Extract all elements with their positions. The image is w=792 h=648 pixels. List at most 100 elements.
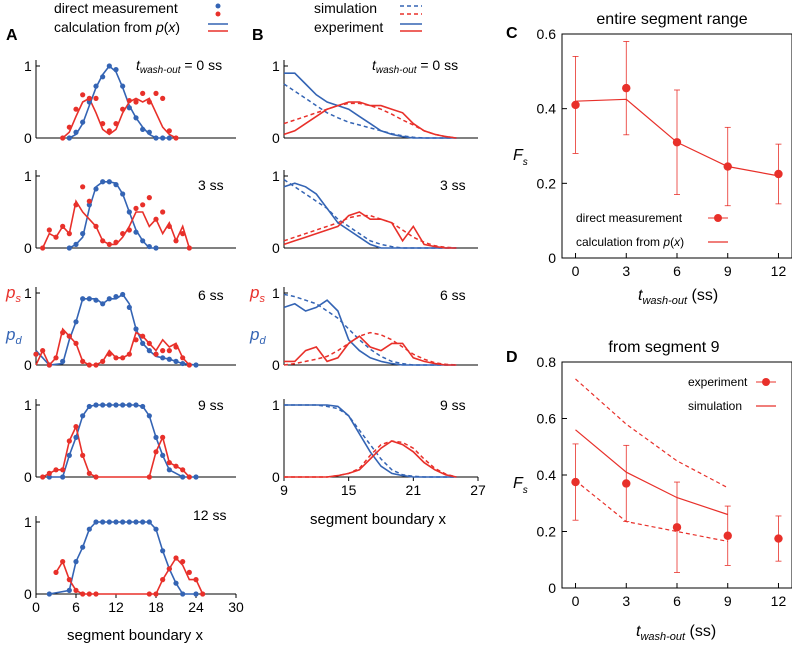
ps-direct-point bbox=[53, 355, 59, 361]
pd-direct-point bbox=[113, 294, 119, 300]
ps-direct-point bbox=[100, 238, 106, 244]
pd-direct-point bbox=[193, 474, 199, 480]
panel-b-xaxis-label: segment boundary x bbox=[310, 511, 446, 528]
panel-a-ytick-label-1: 1 bbox=[24, 58, 32, 74]
panel-b-row4-time: 9 ss bbox=[440, 397, 466, 413]
panel-a-ytick-label-1: 1 bbox=[24, 168, 32, 184]
ps-direct-point bbox=[80, 591, 86, 597]
label-ps-b: ps bbox=[249, 283, 265, 305]
panel-d-ytick-label: 0.6 bbox=[537, 411, 557, 427]
ps-direct-point bbox=[73, 106, 79, 112]
ps-direct-point bbox=[126, 97, 132, 104]
panel-a-xtick-label: 24 bbox=[188, 599, 204, 615]
pd-direct-point bbox=[146, 413, 152, 419]
ps-direct-point bbox=[33, 351, 39, 357]
ps-direct-point bbox=[153, 216, 159, 222]
pd-direct-point bbox=[153, 135, 159, 141]
ps-direct-point bbox=[200, 591, 206, 597]
ps-direct-point bbox=[93, 591, 99, 597]
panel-b-row-9: 1 09 15 21 27 bbox=[272, 397, 486, 498]
ps-direct-point bbox=[60, 223, 66, 229]
panel-c-legend: direct measurement calculation from p(x) bbox=[576, 211, 728, 249]
pd-direct-point bbox=[180, 591, 186, 597]
pd-direct-point bbox=[146, 243, 152, 250]
ps-direct-point bbox=[180, 467, 186, 473]
pd-direct-point bbox=[133, 326, 139, 332]
panel-a-ytick-label-0: 0 bbox=[24, 357, 32, 373]
ps-calc-line bbox=[55, 556, 204, 595]
pd-direct-point bbox=[46, 474, 52, 480]
ps-direct-point bbox=[66, 124, 72, 130]
pd-direct-point bbox=[60, 358, 66, 364]
legend-b-experiment-label: experiment bbox=[314, 19, 383, 35]
pd-direct-point bbox=[86, 99, 92, 105]
pd-direct-point bbox=[93, 186, 99, 192]
pd-direct-point bbox=[126, 105, 132, 111]
pd-direct-point bbox=[80, 119, 86, 125]
pd-direct-point bbox=[100, 402, 106, 408]
panel-b-row3-time: 6 ss bbox=[440, 287, 466, 303]
pd-simulation-line bbox=[283, 83, 457, 139]
ps-direct-point bbox=[73, 340, 79, 346]
pd-direct-point bbox=[180, 474, 186, 480]
panel-d-xtick-label: 0 bbox=[572, 593, 580, 609]
ps-direct-point bbox=[186, 362, 192, 368]
ps-direct-point bbox=[46, 470, 52, 476]
panel-d-ytick-label: 0.2 bbox=[537, 524, 557, 540]
pd-direct-point bbox=[106, 402, 112, 408]
panel-d-legend-exp-dot bbox=[762, 378, 770, 386]
ps-direct-point bbox=[106, 241, 112, 247]
ps-direct-point bbox=[133, 337, 139, 343]
ps-direct-point bbox=[93, 362, 99, 368]
ps-simulation-line bbox=[283, 102, 457, 139]
legend-panel-b: simulation experiment bbox=[314, 0, 422, 35]
panel-b-row-0: 10 bbox=[272, 58, 478, 146]
panel-a-ytick-label-0: 0 bbox=[24, 240, 32, 256]
label-ps-a: ps bbox=[5, 283, 21, 305]
panel-a-row-12: 1 00 6 12 18 24 30 bbox=[24, 514, 244, 615]
ps-direct-point bbox=[140, 202, 146, 208]
pd-direct-point bbox=[100, 179, 106, 185]
legend-a-direct-red-dot bbox=[215, 11, 221, 17]
ps-direct-point bbox=[153, 449, 159, 455]
ps-direct-point bbox=[180, 231, 186, 237]
panel-d-ytick-label: 0.8 bbox=[537, 354, 557, 370]
panel-d-title: from segment 9 bbox=[608, 339, 719, 356]
ps-direct-point bbox=[40, 245, 46, 251]
panel-c-model-line bbox=[575, 98, 779, 177]
ps-direct-point bbox=[60, 559, 66, 565]
panel-a-row-3: 10 bbox=[24, 168, 236, 256]
ps-direct-point bbox=[93, 95, 99, 101]
panel-a-ytick-label-1: 1 bbox=[24, 397, 32, 413]
pd-direct-point bbox=[73, 559, 79, 565]
ps-experiment-line bbox=[284, 335, 457, 366]
panel-d-xtick-label: 6 bbox=[673, 593, 681, 609]
panel-d-ylabel: Fs bbox=[513, 475, 528, 496]
pd-direct-point bbox=[133, 115, 139, 121]
pd-direct-point bbox=[146, 129, 152, 135]
ps-direct-point bbox=[126, 351, 132, 357]
pd-direct-point bbox=[46, 591, 52, 597]
ps-direct-point bbox=[86, 362, 92, 368]
ps-direct-point bbox=[40, 348, 46, 354]
pd-direct-point bbox=[106, 519, 112, 525]
pd-calc-line bbox=[68, 64, 170, 139]
pd-direct-point bbox=[173, 358, 179, 364]
panel-c-xtick-label: 12 bbox=[771, 263, 787, 279]
ps-direct-point bbox=[113, 355, 119, 361]
ps-direct-point bbox=[120, 231, 126, 237]
ps-direct-point bbox=[146, 474, 152, 480]
pd-experiment-line bbox=[283, 299, 457, 366]
ps-direct-point bbox=[126, 227, 132, 233]
pd-direct-point bbox=[86, 403, 92, 410]
panel-d-data-point bbox=[571, 477, 580, 487]
panel-d-data-point bbox=[672, 523, 682, 532]
pd-direct-point bbox=[146, 519, 152, 525]
ps-direct-point bbox=[146, 99, 152, 105]
ps-direct-point bbox=[166, 460, 172, 466]
panel-d-simulation-bound-line bbox=[575, 480, 728, 542]
ps-direct-point bbox=[46, 227, 52, 233]
panel-d-data-point bbox=[622, 479, 631, 488]
pd-direct-point bbox=[140, 519, 146, 525]
panel-c-legend-direct: direct measurement bbox=[576, 211, 683, 225]
